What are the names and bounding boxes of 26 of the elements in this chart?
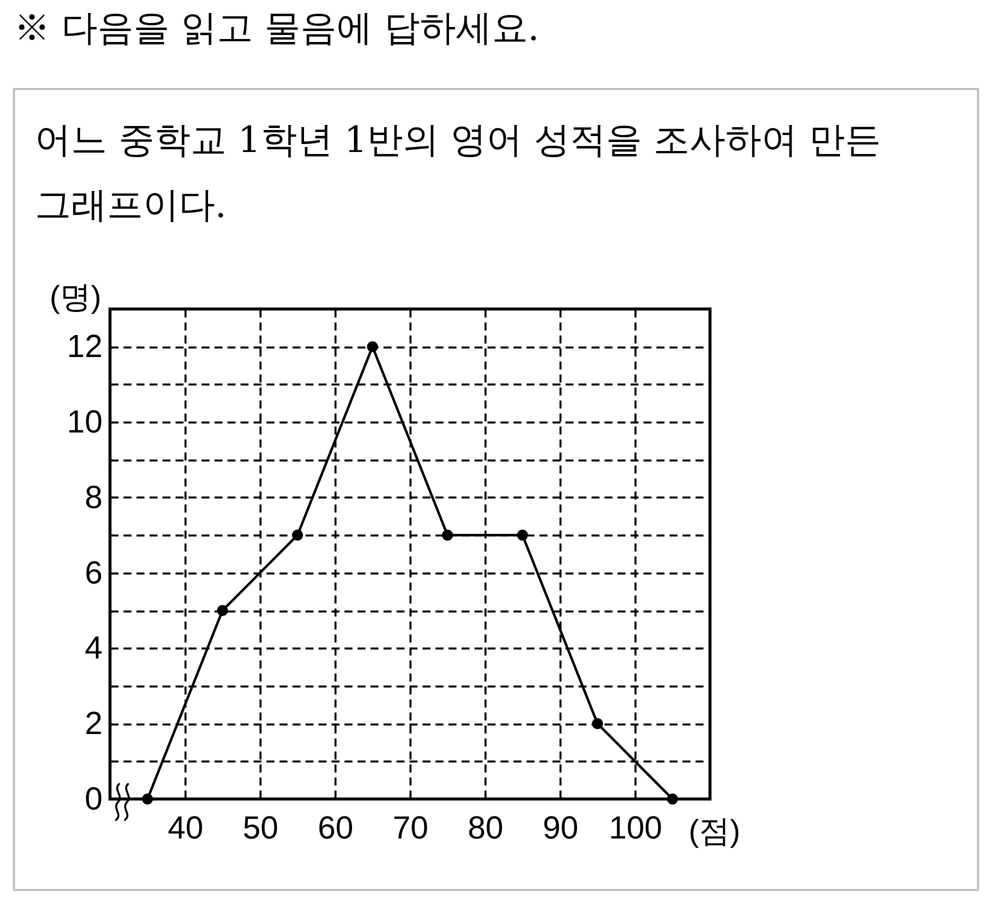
point — [592, 718, 603, 730]
point — [367, 341, 378, 352]
x-tick-label: 50 — [242, 810, 278, 846]
x-tick-label: 40 — [168, 810, 204, 846]
y-tick-label: 4 — [84, 630, 102, 666]
y-tick-label: 6 — [84, 554, 102, 590]
point — [217, 605, 228, 616]
point — [142, 794, 153, 804]
x-tick-label: 100 — [608, 810, 662, 846]
point — [292, 530, 303, 541]
point — [667, 794, 678, 804]
point — [517, 530, 528, 541]
x-axis-title: (점) — [688, 814, 740, 848]
x-tick-label: 70 — [392, 810, 428, 846]
chart-title: ※ 다음을 읽고 물음에 답하세요. — [14, 7, 540, 51]
y-tick-label: 12 — [66, 328, 102, 364]
chart-subtitle: 어느 중학교 1학년 1반의 영어 성적을 조사하여 만든 그래프이다. — [35, 119, 882, 228]
y-tick-label: 10 — [66, 404, 102, 440]
y-axis-title: (명) — [50, 280, 102, 314]
y-tick-label: 8 — [84, 478, 102, 515]
y-tick-label: 0 — [84, 780, 102, 816]
x-tick-label: 80 — [468, 810, 504, 846]
x-tick-label: 90 — [542, 810, 578, 846]
y-tick-label: 2 — [84, 705, 102, 742]
point — [442, 530, 453, 541]
x-tick-label: 60 — [318, 810, 354, 846]
